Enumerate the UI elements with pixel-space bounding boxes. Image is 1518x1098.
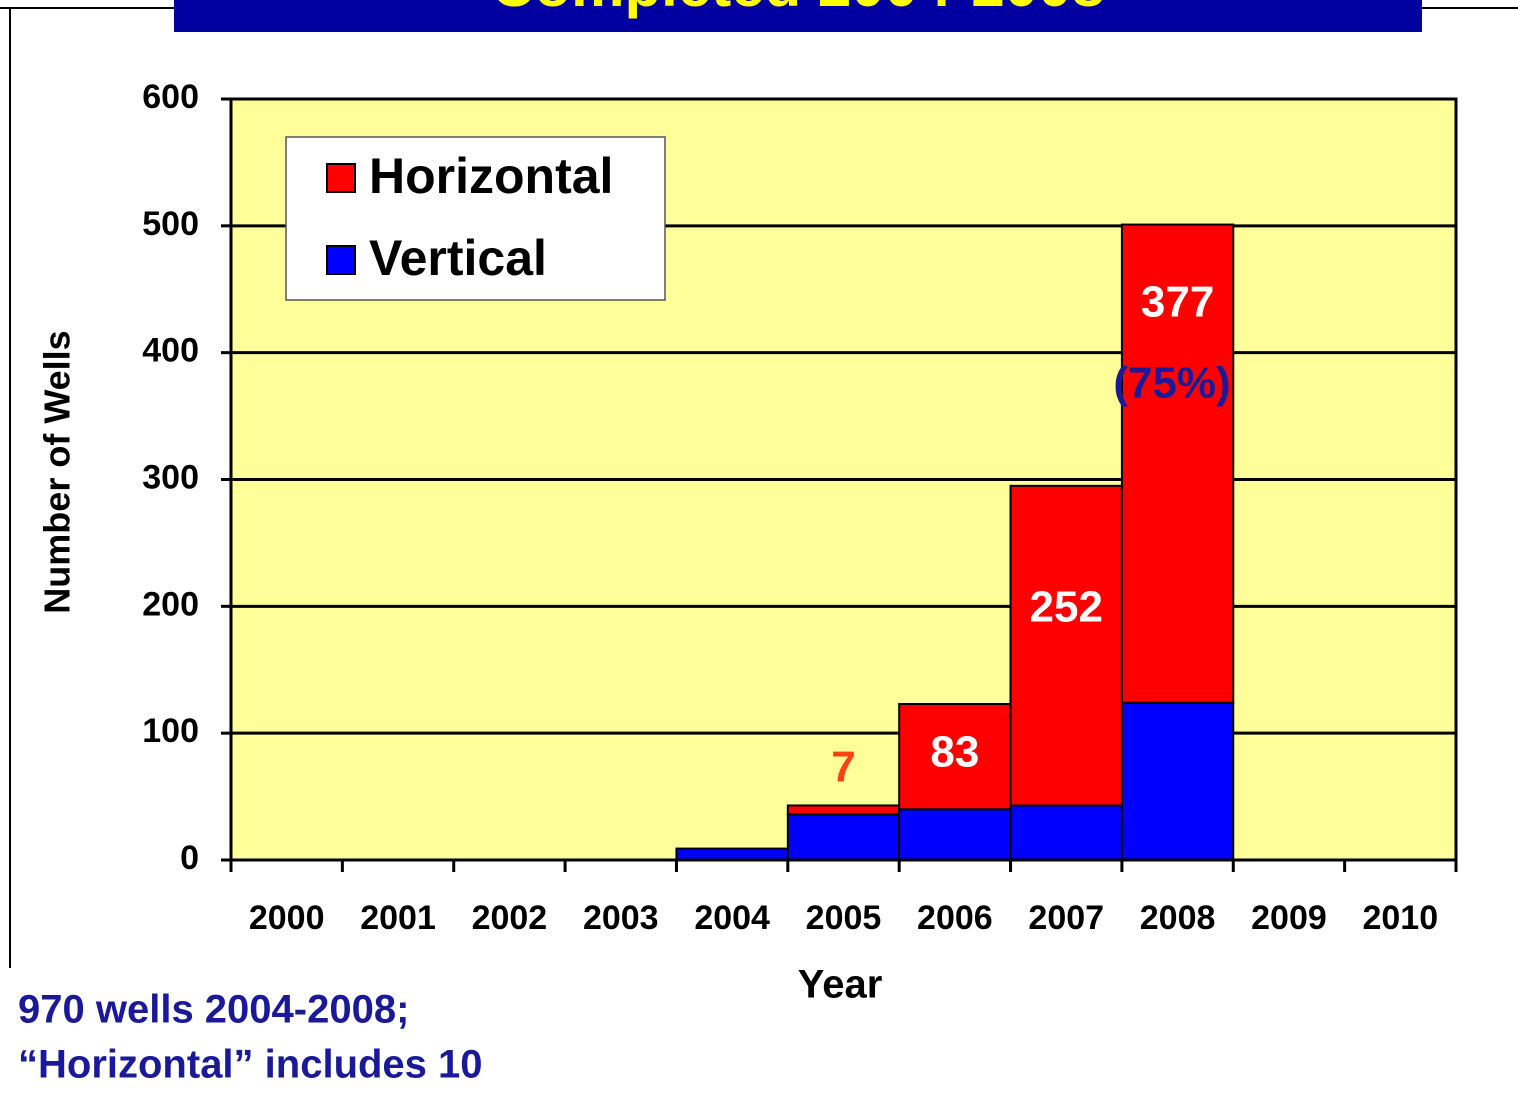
y-tick-label: 400 [142,332,199,370]
y-tick-label: 600 [142,78,199,116]
x-tick-label: 2001 [360,899,436,937]
x-tick-label: 2010 [1362,899,1438,937]
legend-swatch [326,163,356,193]
data-label: 7 [831,743,855,792]
bar-segment [675,847,789,862]
bar-segment [898,702,1012,811]
x-axis-label: Year [798,963,883,1007]
legend-swatch [326,245,356,275]
x-tick-label: 2000 [249,899,325,937]
y-tick-label: 500 [142,205,199,243]
x-tick-label: 2005 [806,899,882,937]
bar-segment [1120,223,1235,704]
annotation: (75%) [1113,359,1230,408]
x-tick-label: 2008 [1140,899,1216,937]
x-tick-label: 2002 [472,899,548,937]
bar-segment [1009,804,1123,862]
bar-segment [1009,484,1123,807]
title-bar [174,0,1422,32]
footnote: “Horizontal” includes 10 [18,1043,483,1087]
x-tick-label: 2007 [1028,899,1104,937]
y-tick-label: 0 [180,839,199,877]
bar-segment [786,804,901,816]
data-label: 377 [1141,278,1214,327]
bar-segment [786,813,901,862]
y-axis-label: Number of Wells [37,330,78,613]
chart-title: Completed 2004-2008 [491,0,1105,19]
x-tick-label: 2003 [583,899,659,937]
bar-segment [1120,701,1235,862]
bar-segment [898,808,1012,861]
y-tick-label: 200 [142,585,199,623]
y-tick-label: 100 [142,712,199,750]
y-tick-label: 300 [142,458,199,496]
x-tick-label: 2009 [1251,899,1327,937]
data-label: 83 [930,728,979,777]
x-tick-label: 2004 [694,899,770,937]
footnote: 970 wells 2004-2008; [18,988,409,1032]
legend-label: Vertical [369,230,547,286]
x-tick-label: 2006 [917,899,993,937]
legend-label: Horizontal [369,148,613,204]
data-label: 252 [1030,583,1103,632]
